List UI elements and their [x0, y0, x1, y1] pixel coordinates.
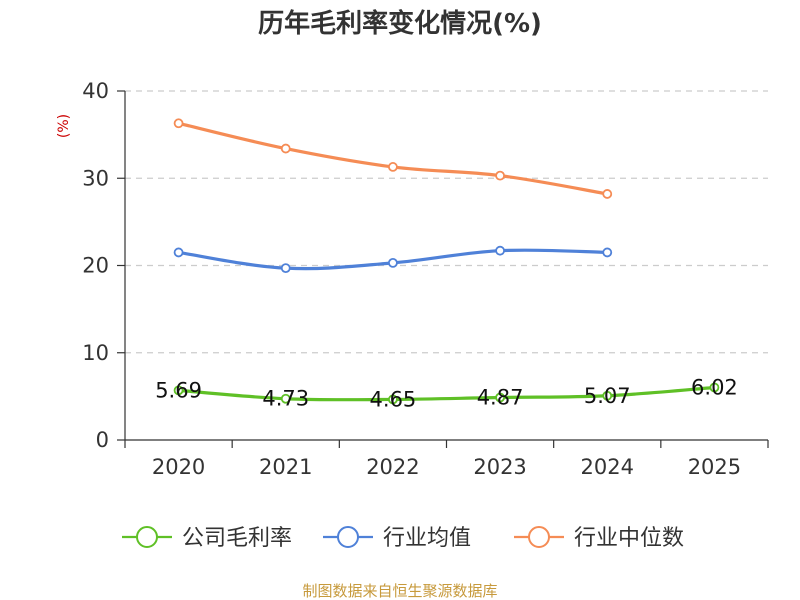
point-s2-2024	[602, 189, 613, 199]
chart-title: 历年毛利率变化情况(%)	[258, 8, 542, 39]
point-s0-2020	[173, 385, 184, 396]
source-note: 制图数据来自恒生聚源数据库	[302, 582, 497, 600]
axes: 0 10 20 30 40 2020 2021 2022 2023 2024 2025	[82, 79, 769, 479]
legend-label-2: 行业中位数	[574, 526, 684, 551]
y-tick-label-40: 40	[82, 79, 109, 103]
y-tick-label-30: 30	[82, 166, 109, 190]
x-tick-label-2023: 2023	[473, 455, 526, 479]
point-s2-2023	[495, 170, 505, 181]
series-lines	[173, 118, 720, 405]
data-labels: 5.69 4.73 4.65 4.87 5.07 6.02	[155, 375, 738, 411]
x-tick-label-2024: 2024	[581, 455, 634, 479]
point-s0-2024	[602, 390, 613, 401]
y-tick-label-0: 0	[96, 428, 109, 452]
point-s1-2020	[173, 247, 184, 258]
legend-label-0: 公司毛利率	[182, 526, 292, 551]
point-s1-2021	[280, 263, 291, 274]
x-tick-label-2021: 2021	[259, 455, 312, 479]
point-s0-2021	[280, 393, 291, 404]
data-label-2025: 6.02	[691, 375, 738, 399]
point-s0-2025	[709, 382, 720, 393]
y-tick-label-20: 20	[82, 254, 109, 278]
data-label-2020: 5.69	[155, 378, 202, 402]
point-s1-2024	[602, 247, 613, 258]
point-s0-2022	[388, 394, 398, 405]
point-s1-2023	[495, 245, 505, 256]
point-s2-2021	[280, 143, 291, 154]
legend-marker-0	[136, 526, 158, 548]
data-label-2021: 4.73	[262, 387, 309, 411]
legend-marker-1	[337, 526, 359, 548]
grid-lines	[125, 90, 768, 354]
data-label-2023: 4.87	[477, 386, 524, 410]
point-s2-2022	[388, 162, 398, 172]
y-axis-unit: (%)	[56, 114, 72, 138]
data-label-2024: 5.07	[584, 384, 631, 408]
y-tick-label-10: 10	[82, 341, 109, 365]
series-line-2	[178, 121, 608, 196]
point-s1-2022	[388, 257, 398, 268]
x-tick-label-2022: 2022	[366, 455, 419, 479]
legend-label-1: 行业均值	[383, 526, 471, 551]
series-line-0	[178, 385, 715, 402]
x-tick-label-2020: 2020	[152, 455, 205, 479]
legend-marker-2	[528, 526, 550, 548]
point-s0-2023	[495, 392, 505, 403]
data-label-2022: 4.65	[370, 387, 417, 411]
legend: 公司毛利率 行业均值 行业中位数	[122, 526, 684, 551]
point-s2-2020	[173, 118, 184, 129]
x-tick-label-2025: 2025	[688, 455, 741, 479]
